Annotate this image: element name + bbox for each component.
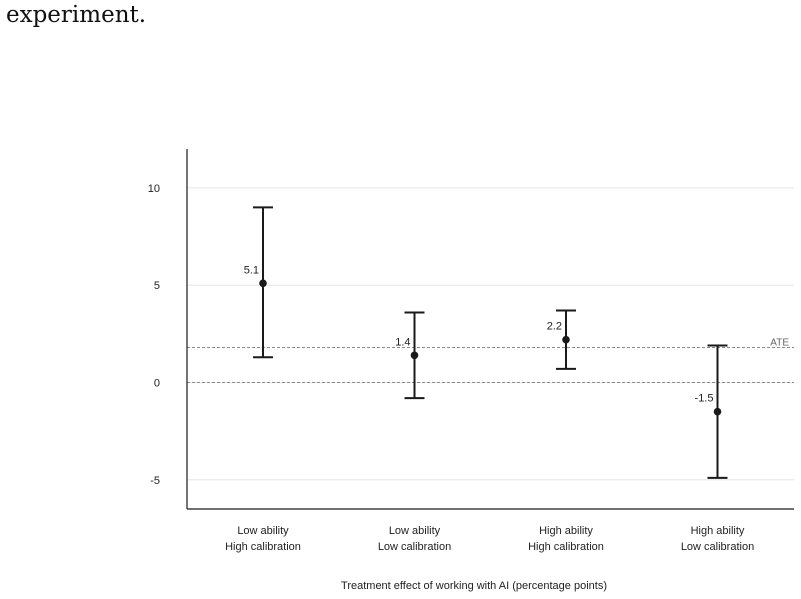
category-label-line: Low ability (389, 525, 441, 537)
point-estimate (713, 407, 722, 416)
category-label-line: Low calibration (378, 541, 451, 553)
point-estimate (410, 351, 419, 360)
grid-lines (187, 187, 794, 481)
category-label: Low ability High calibration (225, 525, 301, 553)
data-label: 5.1 (244, 264, 259, 276)
category-label-line: High calibration (528, 541, 604, 553)
point-estimate (259, 279, 267, 288)
data-label: 1.4 (395, 336, 410, 348)
y-tick-labels: 10 5 0 -5 (148, 183, 160, 487)
category-label: Low ability Low calibration (378, 525, 451, 553)
reference-lines: ATE (187, 337, 794, 384)
category-label-line: High ability (691, 525, 745, 537)
data-label: -1.5 (695, 393, 714, 405)
y-tick-label: 0 (154, 378, 160, 390)
y-tick-label: 5 (154, 280, 160, 292)
y-tick-label: -5 (150, 475, 160, 487)
category-label-line: Low ability (237, 525, 289, 537)
category-label-line: Low calibration (681, 541, 754, 553)
point-estimate (562, 335, 570, 344)
category-label-line: High calibration (225, 541, 301, 553)
category-label: High ability Low calibration (681, 525, 754, 553)
x-axis-title: Treatment effect of working with AI (per… (341, 580, 607, 592)
data-label: 2.2 (547, 321, 562, 333)
estimates: 5.1 1.4 2.2 -1.5 (244, 206, 728, 479)
lead-text: experiment. (6, 2, 147, 28)
y-tick-label: 10 (148, 183, 160, 195)
axes (186, 149, 794, 510)
category-label: High ability High calibration (528, 525, 604, 553)
category-label-line: High ability (539, 525, 593, 537)
ate-label: ATE (770, 337, 789, 348)
